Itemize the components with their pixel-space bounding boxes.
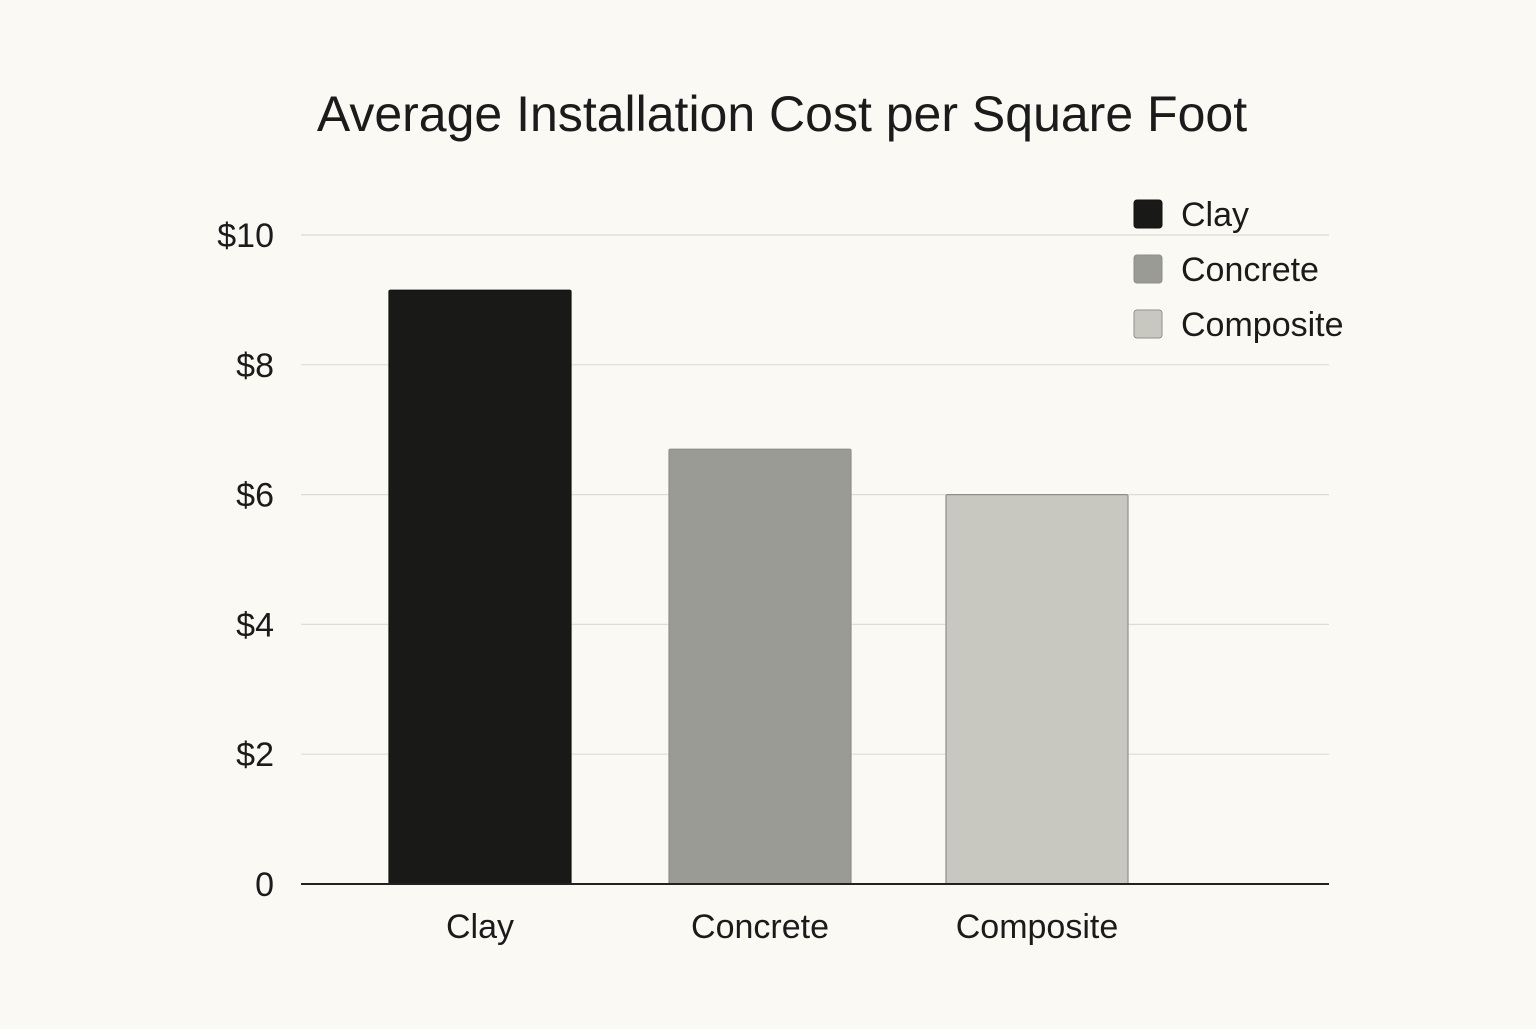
y-tick-label: $6	[236, 477, 274, 515]
x-tick-label: Clay	[446, 908, 514, 946]
y-axis-ticks: 0 $2 $4 $6 $8 $10	[217, 217, 274, 904]
legend-label-composite: Composite	[1181, 306, 1344, 344]
legend-swatch-clay	[1133, 199, 1163, 229]
y-tick-label: $8	[236, 347, 274, 385]
bar-clay	[388, 289, 572, 885]
legend-swatch-concrete	[1133, 254, 1163, 284]
legend: Clay Concrete Composite	[1133, 196, 1344, 344]
bar-concrete	[668, 448, 852, 885]
legend-label-clay: Clay	[1181, 196, 1249, 234]
x-tick-label: Composite	[956, 908, 1119, 946]
y-tick-label: $2	[236, 736, 274, 774]
bars	[388, 289, 1129, 885]
y-tick-label: $4	[236, 606, 274, 644]
bar-composite	[945, 494, 1129, 885]
y-tick-label: 0	[255, 866, 274, 904]
legend-swatch-composite	[1133, 309, 1163, 339]
x-axis-ticks: Clay Concrete Composite	[446, 908, 1118, 946]
x-tick-label: Concrete	[691, 908, 829, 946]
legend-label-concrete: Concrete	[1181, 251, 1319, 289]
y-tick-label: $10	[217, 217, 274, 255]
chart-title: Average Installation Cost per Square Foo…	[317, 86, 1247, 142]
